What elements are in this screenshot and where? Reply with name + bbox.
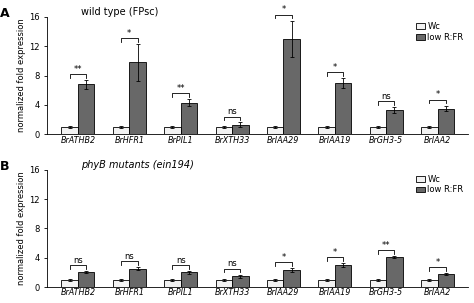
Bar [78, 84, 94, 134]
Bar [319, 280, 335, 287]
Bar [438, 274, 454, 287]
Text: wild type (FPsc): wild type (FPsc) [81, 8, 158, 18]
Bar [62, 280, 78, 287]
Text: *: * [333, 248, 337, 257]
Bar [129, 269, 146, 287]
Bar [319, 127, 335, 134]
Text: *: * [282, 253, 286, 262]
Text: **: ** [73, 65, 82, 74]
Legend: Wc, low R:FR: Wc, low R:FR [416, 174, 464, 195]
Text: ns: ns [227, 107, 237, 116]
Text: ns: ns [176, 256, 186, 265]
Bar [283, 39, 300, 134]
Text: ns: ns [73, 256, 83, 265]
Bar [335, 83, 351, 134]
Bar [216, 280, 232, 287]
Text: *: * [127, 29, 131, 38]
Bar [386, 257, 403, 287]
Bar [438, 108, 454, 134]
Text: A: A [0, 8, 10, 21]
Bar [232, 125, 248, 134]
Bar [370, 280, 386, 287]
Bar [335, 265, 351, 287]
Bar [386, 110, 403, 134]
Bar [370, 127, 386, 134]
Y-axis label: normalized fold expression: normalized fold expression [17, 171, 26, 285]
Bar [421, 280, 438, 287]
Text: *: * [436, 90, 440, 99]
Bar [421, 127, 438, 134]
Text: **: ** [382, 241, 391, 250]
Text: ns: ns [125, 252, 134, 261]
Bar [113, 127, 129, 134]
Text: *: * [282, 5, 286, 14]
Bar [232, 276, 248, 287]
Bar [267, 127, 283, 134]
Bar [181, 103, 197, 134]
Bar [164, 127, 181, 134]
Text: *: * [333, 62, 337, 72]
Text: ns: ns [227, 259, 237, 268]
Y-axis label: normalized fold expression: normalized fold expression [17, 19, 26, 132]
Text: ns: ns [382, 92, 391, 101]
Bar [181, 272, 197, 287]
Text: *: * [436, 258, 440, 267]
Bar [78, 272, 94, 287]
Bar [267, 280, 283, 287]
Bar [62, 127, 78, 134]
Bar [113, 280, 129, 287]
Text: **: ** [176, 84, 185, 93]
Bar [283, 270, 300, 287]
Bar [164, 280, 181, 287]
Bar [216, 127, 232, 134]
Legend: Wc, low R:FR: Wc, low R:FR [416, 21, 464, 42]
Text: B: B [0, 160, 10, 173]
Bar [129, 62, 146, 134]
Text: phyB mutants (ein194): phyB mutants (ein194) [81, 160, 194, 170]
